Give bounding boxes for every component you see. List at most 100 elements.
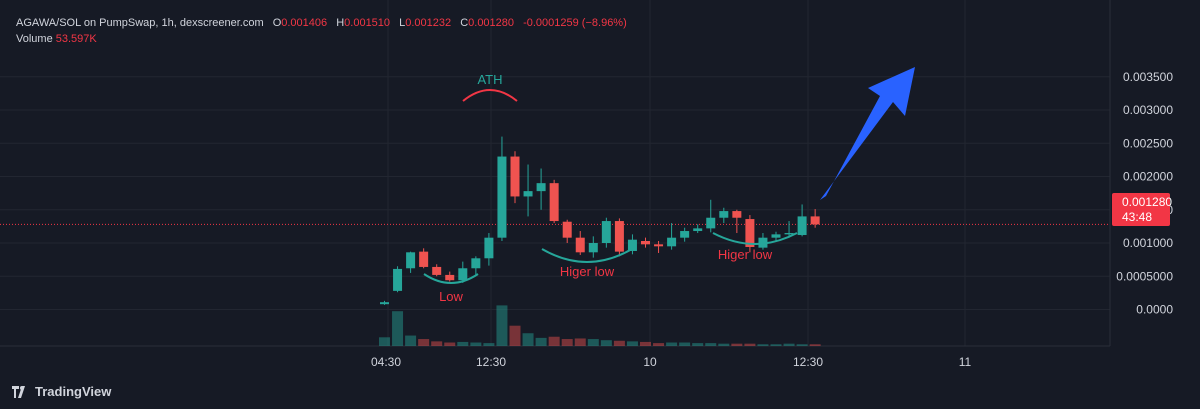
x-tick-label: 12:30 xyxy=(476,355,506,369)
volume-bar xyxy=(626,341,638,346)
volume-series xyxy=(379,305,821,346)
candle-body xyxy=(732,211,742,218)
volume-bar xyxy=(574,338,586,346)
higher-low-label-1: Higer low xyxy=(560,264,615,279)
candle-body xyxy=(719,211,729,218)
low-value: 0.001232 xyxy=(405,17,452,29)
symbol-title: AGAWA/SOL on PumpSwap, 1h, dexscreener.c… xyxy=(16,17,264,29)
volume-value: 53.597K xyxy=(55,33,97,45)
close-label: C xyxy=(460,17,469,29)
candle-body xyxy=(784,233,794,235)
volume-bar xyxy=(809,344,821,346)
x-tick-label: 10 xyxy=(643,355,657,369)
volume-bar xyxy=(757,344,769,346)
price-badge-bg xyxy=(1112,193,1170,226)
candle-body xyxy=(458,268,468,281)
volume-bar xyxy=(548,336,560,346)
y-tick-label: 0.002500 xyxy=(1123,136,1173,150)
candle-body xyxy=(680,231,690,238)
candle-body xyxy=(771,234,781,238)
open-value: 0.001406 xyxy=(281,17,328,29)
higher-low-arc-1 xyxy=(541,248,633,263)
low-label: L xyxy=(399,17,406,29)
tradingview-logo-icon xyxy=(12,385,25,398)
candle-body xyxy=(797,216,807,236)
candle xyxy=(549,179,559,224)
volume-line: Volume 53.597K xyxy=(16,31,627,47)
candle xyxy=(432,264,442,277)
candle-body xyxy=(380,302,389,305)
candle xyxy=(484,233,494,266)
candle xyxy=(445,271,455,282)
volume-bar xyxy=(692,343,704,346)
volume-bar xyxy=(613,340,625,346)
candle-body xyxy=(706,217,716,229)
volume-bar xyxy=(731,343,743,346)
volume-bar xyxy=(444,342,456,346)
ath-arc xyxy=(462,89,518,102)
trend-arrow-icon xyxy=(820,67,915,200)
annotations: ATH Low Higer low Higer low xyxy=(423,67,915,304)
volume-bar xyxy=(431,341,443,346)
candle xyxy=(406,251,416,273)
y-tick-label: 0.001000 xyxy=(1123,236,1173,250)
close-value: 0.001280 xyxy=(468,17,515,29)
candle-series xyxy=(380,136,820,305)
y-tick-label: 0.002000 xyxy=(1123,170,1173,184)
high-label: H xyxy=(336,17,345,29)
candle xyxy=(497,136,507,242)
candle-body xyxy=(523,191,533,197)
candle-body xyxy=(497,156,507,238)
price-badge-price: 0.001280 xyxy=(1122,195,1172,209)
low-label: Low xyxy=(439,289,463,304)
open-label: O xyxy=(272,17,282,29)
candle xyxy=(810,209,820,228)
candle-body xyxy=(406,252,416,269)
tradingview-brand[interactable]: TradingView xyxy=(12,384,111,399)
candle-body xyxy=(562,221,572,238)
candle-body xyxy=(575,237,585,253)
volume-label: Volume xyxy=(16,33,53,45)
y-tick-label: 0.003000 xyxy=(1123,103,1173,117)
volume-bar xyxy=(405,335,417,346)
chart-legend: AGAWA/SOL on PumpSwap, 1h, dexscreener.c… xyxy=(16,15,627,47)
volume-bar xyxy=(783,343,795,346)
candle xyxy=(510,151,520,204)
candle xyxy=(575,231,585,255)
candle-body xyxy=(393,268,403,291)
candle xyxy=(614,218,624,257)
volume-bar xyxy=(640,341,651,346)
volume-bar xyxy=(496,305,508,346)
volume-bar xyxy=(718,343,730,346)
candle xyxy=(745,215,755,253)
brand-name: TradingView xyxy=(35,384,112,399)
volume-bar xyxy=(392,311,404,346)
higher-low-arc-2 xyxy=(712,232,798,245)
candle xyxy=(627,234,637,255)
candle xyxy=(601,217,611,248)
candle xyxy=(536,168,546,210)
candle-body xyxy=(654,244,664,247)
volume-bar xyxy=(483,343,495,346)
volume-bar xyxy=(561,339,573,346)
x-tick-label: 04:30 xyxy=(371,355,401,369)
grid-lines xyxy=(0,0,1110,346)
volume-bar xyxy=(418,339,430,346)
ath-label: ATH xyxy=(477,72,502,87)
candle-body xyxy=(510,156,520,197)
volume-bar xyxy=(379,337,390,346)
candle-body xyxy=(419,251,429,267)
candle xyxy=(771,231,781,242)
candle-body xyxy=(549,183,559,222)
candle xyxy=(654,241,664,253)
change-value: -0.0001259 (−8.96%) xyxy=(523,17,627,29)
price-badge-countdown: 43:48 xyxy=(1122,210,1152,224)
volume-bar xyxy=(653,343,665,346)
y-tick-label: 0.0000 xyxy=(1136,303,1173,317)
volume-bar xyxy=(679,342,691,346)
candle xyxy=(719,207,729,224)
volume-bar xyxy=(770,344,782,346)
candle-body xyxy=(667,237,677,247)
